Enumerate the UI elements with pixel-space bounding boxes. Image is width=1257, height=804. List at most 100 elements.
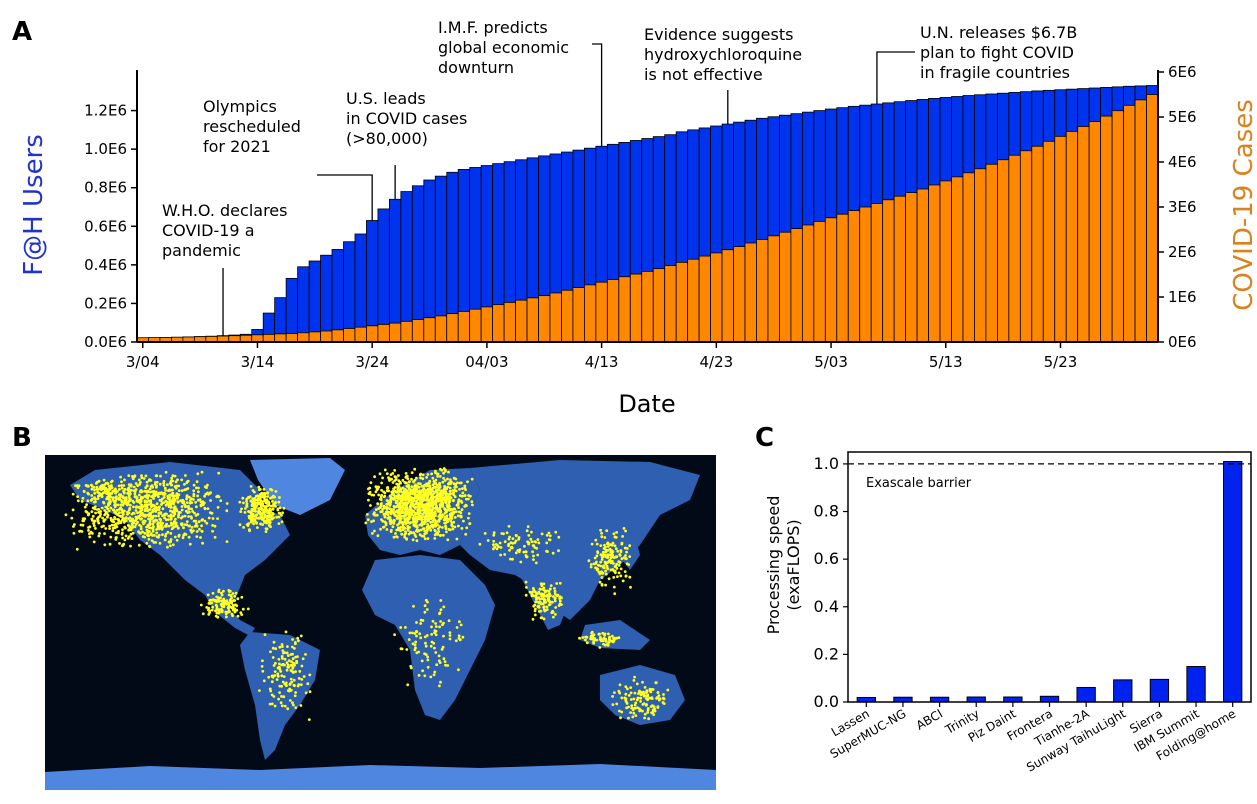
- user-dot: [432, 673, 436, 677]
- cases-bar: [813, 220, 826, 343]
- user-dot: [414, 646, 417, 650]
- user-dot: [443, 479, 447, 482]
- user-dot: [250, 500, 254, 504]
- user-dot: [97, 479, 101, 483]
- user-dot: [396, 484, 400, 488]
- user-dot: [448, 528, 452, 532]
- user-dot: [394, 475, 397, 478]
- user-dot: [116, 490, 119, 493]
- user-dot: [120, 508, 124, 512]
- user-dot: [158, 482, 162, 486]
- user-dot: [431, 506, 435, 509]
- user-dot: [172, 514, 176, 518]
- user-dot: [269, 689, 273, 693]
- user-dot: [511, 537, 515, 540]
- user-dot: [392, 487, 395, 491]
- user-dot: [536, 600, 540, 604]
- user-dot: [606, 567, 609, 570]
- user-dot: [87, 512, 91, 516]
- user-dot: [92, 521, 96, 524]
- user-dot: [636, 696, 640, 700]
- user-dot: [158, 521, 162, 525]
- user-dot: [438, 507, 442, 511]
- user-dot: [386, 486, 390, 489]
- user-dot: [244, 507, 247, 510]
- user-dot: [492, 543, 495, 547]
- user-dot: [374, 490, 378, 494]
- user-dot: [411, 538, 415, 542]
- user-dot: [261, 523, 264, 526]
- user-dot: [604, 562, 608, 566]
- user-dot: [448, 634, 452, 637]
- user-dot: [662, 696, 665, 700]
- user-dot: [176, 500, 180, 504]
- user-dot: [426, 493, 430, 496]
- user-dot: [146, 533, 149, 537]
- user-dot: [125, 497, 128, 501]
- user-dot: [456, 503, 460, 507]
- user-dot: [630, 704, 634, 708]
- user-dot: [233, 594, 237, 598]
- user-dot: [633, 675, 636, 679]
- user-dot: [438, 525, 442, 529]
- user-dot: [539, 582, 543, 586]
- user-dot: [540, 594, 543, 598]
- user-dot: [524, 554, 528, 557]
- user-dot: [603, 566, 606, 570]
- user-dot: [402, 501, 406, 505]
- user-dot: [201, 541, 205, 545]
- user-dot: [121, 511, 125, 514]
- user-dot: [257, 485, 261, 489]
- user-dot: [267, 675, 271, 679]
- user-dot: [405, 648, 409, 651]
- user-dot: [246, 607, 250, 611]
- cases-bar: [354, 326, 367, 343]
- user-dot: [119, 515, 123, 518]
- user-dot: [416, 497, 420, 501]
- user-dot: [127, 499, 131, 502]
- user-dot: [216, 598, 220, 602]
- user-dot: [110, 484, 113, 487]
- user-dot: [240, 507, 243, 511]
- user-dot: [169, 503, 173, 507]
- user-dot: [152, 541, 156, 544]
- user-dot: [111, 498, 115, 502]
- user-dot: [150, 515, 153, 519]
- user-dot: [126, 502, 130, 505]
- user-dot: [399, 529, 402, 532]
- user-dot: [179, 522, 183, 526]
- user-dot: [88, 532, 91, 536]
- user-dot: [429, 521, 432, 524]
- map-landmasses: [45, 458, 716, 790]
- user-dot: [470, 500, 474, 503]
- user-dot: [627, 705, 630, 709]
- user-dot: [287, 659, 291, 662]
- annotation-text: for 2021: [203, 137, 271, 156]
- user-dot: [383, 468, 387, 472]
- user-dot: [624, 692, 628, 696]
- speed-bar: [1039, 695, 1060, 703]
- cases-bar: [446, 313, 459, 343]
- user-dot: [94, 511, 97, 515]
- user-dot: [373, 475, 376, 479]
- user-dot: [109, 506, 113, 510]
- user-dot: [431, 483, 435, 487]
- user-dot: [170, 476, 174, 480]
- user-dot: [623, 570, 627, 573]
- user-dot: [268, 507, 272, 510]
- user-dot: [154, 505, 158, 509]
- user-dot: [87, 526, 90, 529]
- user-dot: [395, 499, 399, 503]
- user-dot: [143, 503, 147, 507]
- user-dot: [448, 631, 452, 634]
- user-dot: [131, 477, 135, 481]
- user-dot: [97, 494, 100, 498]
- user-dot: [434, 495, 437, 499]
- cases-bar: [388, 322, 402, 343]
- user-dot: [643, 716, 646, 720]
- user-dot: [465, 497, 468, 501]
- user-dot: [433, 506, 437, 510]
- user-dot: [395, 496, 398, 500]
- user-dot: [228, 598, 232, 602]
